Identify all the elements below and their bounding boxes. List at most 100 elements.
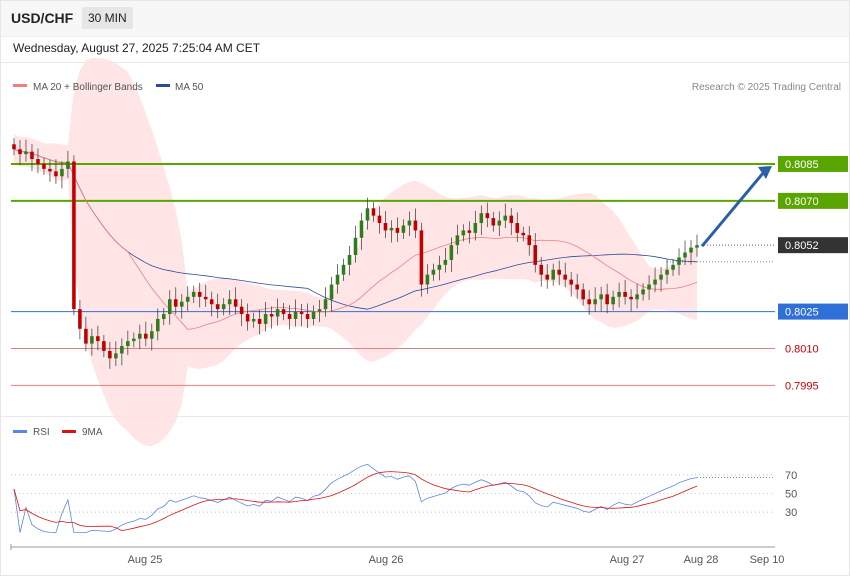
candle [515,223,520,233]
legend-9ma-label: 9MA [82,427,103,438]
candle [90,336,94,344]
candle [557,269,561,275]
timeframe-button[interactable]: 30 MIN [82,7,133,29]
candle [269,314,274,317]
candle [42,163,46,169]
candle [443,259,448,265]
candle [359,220,364,238]
candle [54,171,58,177]
candle [611,296,615,305]
candle [251,318,256,322]
candle [18,149,22,155]
candle [437,264,442,270]
x-ticks: Aug 25 Aug 26 Aug 27 Aug 28 Sep 10 [128,554,785,566]
level-0-8052-label: 0.8052 [785,240,819,252]
candle [24,151,28,155]
candle [425,274,430,285]
candle [569,279,573,285]
candle [12,144,16,150]
candle [401,225,406,233]
panel-divider [0,416,850,417]
candle [287,314,292,319]
candle [311,311,316,319]
candle [239,306,244,315]
candle [563,274,567,280]
candle [60,168,64,177]
candle [335,274,340,285]
candle [365,208,370,221]
candle [509,215,514,224]
candle [695,245,699,248]
chart-datetime: Wednesday, August 27, 2025 7:25:04 AM CE… [13,41,261,55]
candle [197,291,202,297]
candle [257,318,262,324]
candle [581,289,585,300]
candle [185,296,190,302]
legend-ma20-swatch [13,84,27,87]
candle [173,299,178,307]
candle [593,299,597,305]
candle [347,255,352,265]
candle [305,314,310,319]
candle [30,151,34,160]
arrow-shaft [700,171,766,248]
candle [203,296,208,300]
candle [419,230,424,285]
candle [491,218,496,226]
x-tick-aug-28: Aug 28 [684,554,719,566]
candle [275,309,280,317]
candle [209,299,214,305]
candle [341,264,346,275]
candle [371,208,376,216]
level-0-8085-tag [778,155,848,172]
candle [635,294,639,300]
level-0-7995-label: 0.7995 [785,380,819,392]
x-tick-aug-27: Aug 27 [610,554,645,566]
rsi-tick-50: 50 [785,489,797,501]
top-bar [0,0,850,37]
candle [353,237,358,255]
candle [629,296,633,300]
candle [36,159,40,164]
candle [533,245,538,265]
legend-rsi-swatch [13,430,27,433]
candle [485,213,490,219]
candle [72,161,76,310]
rsi-line [13,463,698,534]
candle [227,299,232,305]
candle [96,336,100,342]
candle [389,227,394,231]
x-tick-aug-25: Aug 25 [128,554,163,566]
candle [114,353,118,359]
candle [156,318,160,332]
level-0-8085-label: 0.8085 [785,159,819,171]
level-0-8025-tag [778,303,848,320]
candle [473,223,478,233]
rsi-tick-30: 30 [785,507,797,519]
candle [377,215,382,224]
candle [497,220,502,226]
candle [245,314,250,322]
candle [317,309,322,312]
candle [599,294,603,300]
candle [545,274,550,280]
rsi-grid: 70 50 30 [11,470,797,519]
legend-ma50-label: MA 50 [175,82,204,93]
level-0-8025-label: 0.8025 [785,307,819,319]
candle [395,227,400,233]
candle [78,309,82,329]
candle [120,346,124,354]
levels-group: 0.8085 0.8070 0.8052 0.8025 0.8010 0.7995 [11,155,848,392]
candle [461,230,466,236]
candle [539,264,544,275]
candle [653,279,657,285]
candle [671,264,675,270]
candle [179,301,184,307]
candle [455,235,460,246]
legend-rsi-label: RSI [33,427,50,438]
candle [108,350,112,359]
candle [66,161,70,169]
candle [521,232,526,236]
candle [467,230,472,233]
